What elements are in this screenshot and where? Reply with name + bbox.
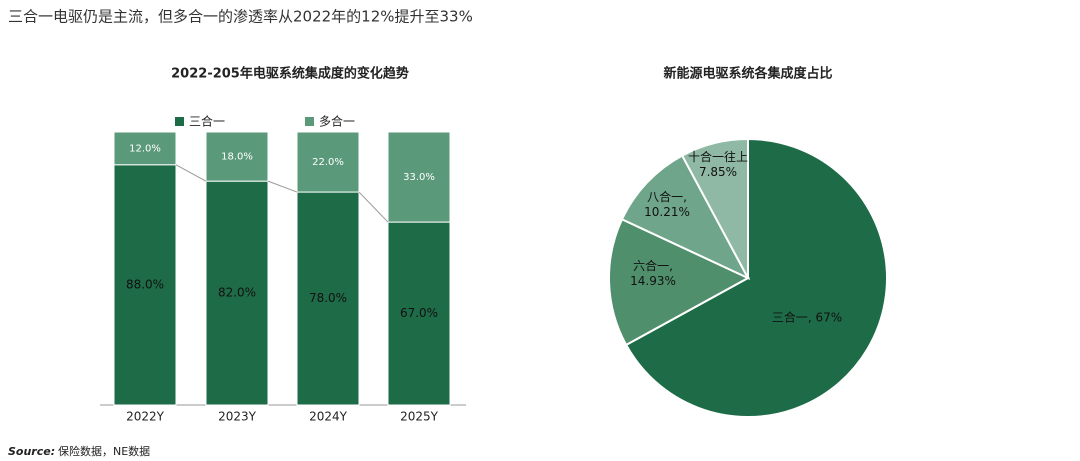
data-label: 八合一, — [647, 189, 687, 204]
page-title: 三合一电驱仍是主流，但多合一的渗透率从2022年的12%提升至33% — [8, 8, 473, 26]
chart-title: 新能源电驱系统各集成度占比 — [663, 66, 832, 82]
data-label: 10.21% — [644, 205, 690, 219]
bar-segment — [296, 131, 360, 193]
chart-title: 2022-205年电驱系统集成度的变化趋势 — [171, 66, 409, 82]
pie-slice — [624, 137, 888, 418]
data-label: 十合一往上 — [688, 149, 748, 164]
data-label: 六合一, — [633, 258, 673, 273]
x-tick-label: 2024Y — [309, 410, 348, 424]
bar-segment — [205, 131, 269, 182]
legend-label: 多合一 — [319, 114, 355, 129]
connector — [175, 164, 207, 182]
legend-label: 三合一 — [189, 114, 225, 129]
pie-slice — [620, 154, 751, 281]
legend-swatch — [305, 117, 314, 126]
source: 保险数据，NE数据 — [58, 444, 150, 458]
bar-segment — [387, 131, 451, 223]
pie-slice — [608, 217, 751, 347]
legend-swatch — [175, 117, 184, 126]
data-label: 18.0% — [221, 152, 253, 163]
bar-segment — [113, 131, 177, 166]
data-label: 88.0% — [126, 277, 164, 291]
x-tick-label: 2025Y — [400, 410, 439, 424]
data-label: 22.0% — [312, 157, 344, 168]
x-tick-label: 2023Y — [218, 410, 257, 424]
data-label: 78.0% — [309, 291, 347, 305]
bar-segment — [387, 221, 451, 406]
pie-slice — [680, 137, 749, 279]
data-label: 12.0% — [129, 143, 161, 154]
connector — [267, 180, 298, 193]
source-label: Source: — [8, 445, 55, 458]
bar-segment — [205, 180, 269, 406]
data-label: 14.93% — [630, 274, 676, 288]
bar-segment — [113, 164, 177, 406]
data-label: 82.0% — [218, 286, 256, 300]
x-tick-label: 2022Y — [126, 410, 165, 424]
data-label: 67.0% — [400, 306, 438, 320]
data-label: 33.0% — [403, 172, 435, 183]
connector — [358, 191, 389, 223]
data-label: 三合一, 67% — [772, 310, 842, 325]
data-label: 7.85% — [699, 165, 737, 179]
